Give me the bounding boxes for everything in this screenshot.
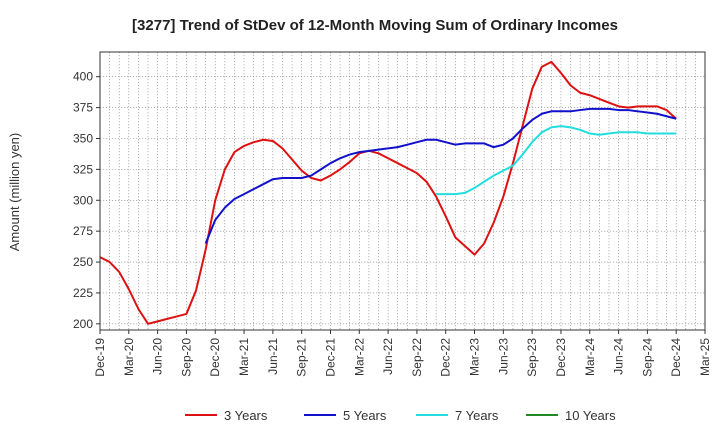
series-lines: [99, 60, 677, 325]
x-tick-label: Mar-23: [468, 338, 482, 376]
y-ticks: 200 225 250 275 300 325 350 375 400: [73, 70, 100, 331]
x-tick-label: Mar-25: [698, 338, 712, 376]
y-tick-label: 225: [73, 286, 93, 300]
y-tick-label: 300: [73, 193, 93, 207]
series-line-7-years: [436, 125, 677, 196]
x-ticks: Dec-19 Mar-20 Jun-20 Sep-20 Dec-20 Mar-21 Jun-…: [93, 330, 712, 377]
y-tick-label: 350: [73, 131, 93, 145]
x-tick-label: Jun-21: [266, 338, 280, 375]
x-tick-label: Dec-22: [439, 338, 453, 377]
x-tick-label: Dec-24: [669, 338, 683, 377]
y-tick-label: 325: [73, 162, 93, 176]
legend-label-5-years: 5 Years: [343, 408, 387, 423]
x-tick-label: Dec-23: [554, 338, 568, 377]
x-tick-label: Mar-22: [352, 338, 366, 376]
legend-label-3-years: 3 Years: [224, 408, 268, 423]
x-tick-label: Sep-23: [525, 338, 539, 377]
x-tick-label: Sep-24: [640, 338, 654, 377]
x-tick-label: Dec-19: [93, 338, 107, 377]
series-line-5-years: [204, 107, 677, 244]
x-tick-label: Sep-22: [410, 338, 424, 377]
y-tick-label: 200: [73, 317, 93, 331]
legend: 3 Years 5 Years 7 Years 10 Years: [185, 408, 616, 423]
y-tick-label: 400: [73, 70, 93, 84]
x-tick-label: Dec-21: [323, 338, 337, 377]
legend-label-7-years: 7 Years: [455, 408, 499, 423]
y-tick-label: 375: [73, 101, 93, 115]
x-tick-label: Dec-20: [208, 338, 222, 377]
y-axis-label: Amount (million yen): [7, 133, 22, 252]
x-tick-label: Sep-20: [179, 338, 193, 377]
x-tick-label: Mar-21: [237, 338, 251, 376]
grid: [99, 52, 706, 330]
y-tick-label: 275: [73, 224, 93, 238]
plot-frame: [99, 51, 706, 331]
legend-label-10-years: 10 Years: [565, 408, 616, 423]
x-tick-label: Jun-20: [151, 338, 165, 375]
x-tick-label: Jun-23: [496, 338, 510, 375]
x-tick-label: Mar-20: [122, 338, 136, 376]
x-tick-label: Jun-22: [381, 338, 395, 375]
series-line-3-years: [99, 60, 677, 325]
x-tick-label: Sep-21: [295, 338, 309, 377]
x-tick-label: Jun-24: [612, 338, 626, 375]
chart-title: [3277] Trend of StDev of 12-Month Moving…: [132, 17, 618, 34]
x-tick-label: Mar-24: [583, 338, 597, 376]
y-tick-label: 250: [73, 255, 93, 269]
